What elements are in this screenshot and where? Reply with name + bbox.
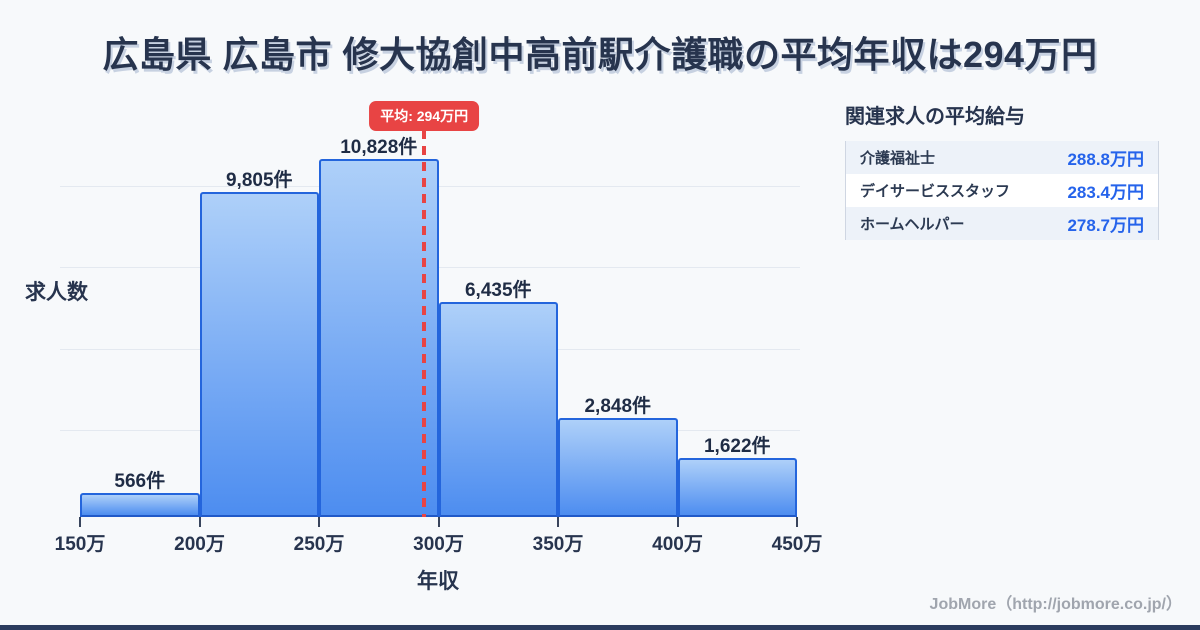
salary-value: 278.7万円 [1067,216,1144,235]
bar-value-label: 566件 [114,470,166,492]
x-axis-tick-label: 400万 [652,534,703,555]
x-axis-tick [796,517,798,527]
bar-value-label: 10,828件 [340,137,418,159]
bar-value-label: 9,805件 [225,170,293,192]
table-row: 介護福祉士 288.8万円 [846,141,1158,174]
bottom-accent-bar [0,625,1200,630]
x-axis-tick-label: 350万 [532,534,584,555]
average-badge: 平均: 294万円 [369,101,480,131]
x-axis-tick-label: 300万 [413,534,464,555]
x-axis-label: 年収 [417,570,459,593]
x-axis-tick [318,517,320,527]
x-axis-tick-label: 250万 [293,534,345,555]
x-axis-tick [79,517,81,527]
x-axis-tick-label: 200万 [174,534,225,555]
salary-value: 288.8万円 [1067,150,1144,169]
related-jobs-heading: 関連求人の平均給与 [845,106,1025,128]
bar [199,192,319,517]
job-title: デイサービススタッフ [860,183,1011,200]
x-axis-tick [557,517,559,527]
bar-value-label: 6,435件 [464,279,532,301]
bar [319,159,439,517]
job-title: ホームヘルパー [860,216,965,233]
bar-value-label: 2,848件 [584,396,652,418]
page-title: 広島県 広島市 修大協創中高前駅介護職の平均年収は294万円 [102,34,1098,75]
related-salary-table: 介護福祉士 288.8万円デイサービススタッフ 283.4万円ホームヘルパー 278.… [845,141,1159,240]
x-axis-tick [198,517,201,527]
x-axis-tick-label: 150万 [54,534,106,555]
x-axis-tick-label: 450万 [771,534,823,555]
salary-value: 283.4万円 [1067,183,1144,202]
average-line [422,130,427,517]
bar [558,418,678,517]
bar [80,492,200,517]
x-axis-tick [676,517,679,527]
bar [438,301,558,517]
table-row: ホームヘルパー 278.7万円 [846,207,1158,240]
job-title: 介護福祉士 [860,150,936,167]
y-axis-label: 求人数 [25,281,88,304]
table-row: デイサービススタッフ 283.4万円 [846,174,1158,207]
bar [677,458,797,517]
bar-value-label: 1,622件 [703,436,771,458]
source-credit: JobMore（http://jobmore.co.jp/） [929,596,1182,613]
x-axis-tick [437,517,440,527]
